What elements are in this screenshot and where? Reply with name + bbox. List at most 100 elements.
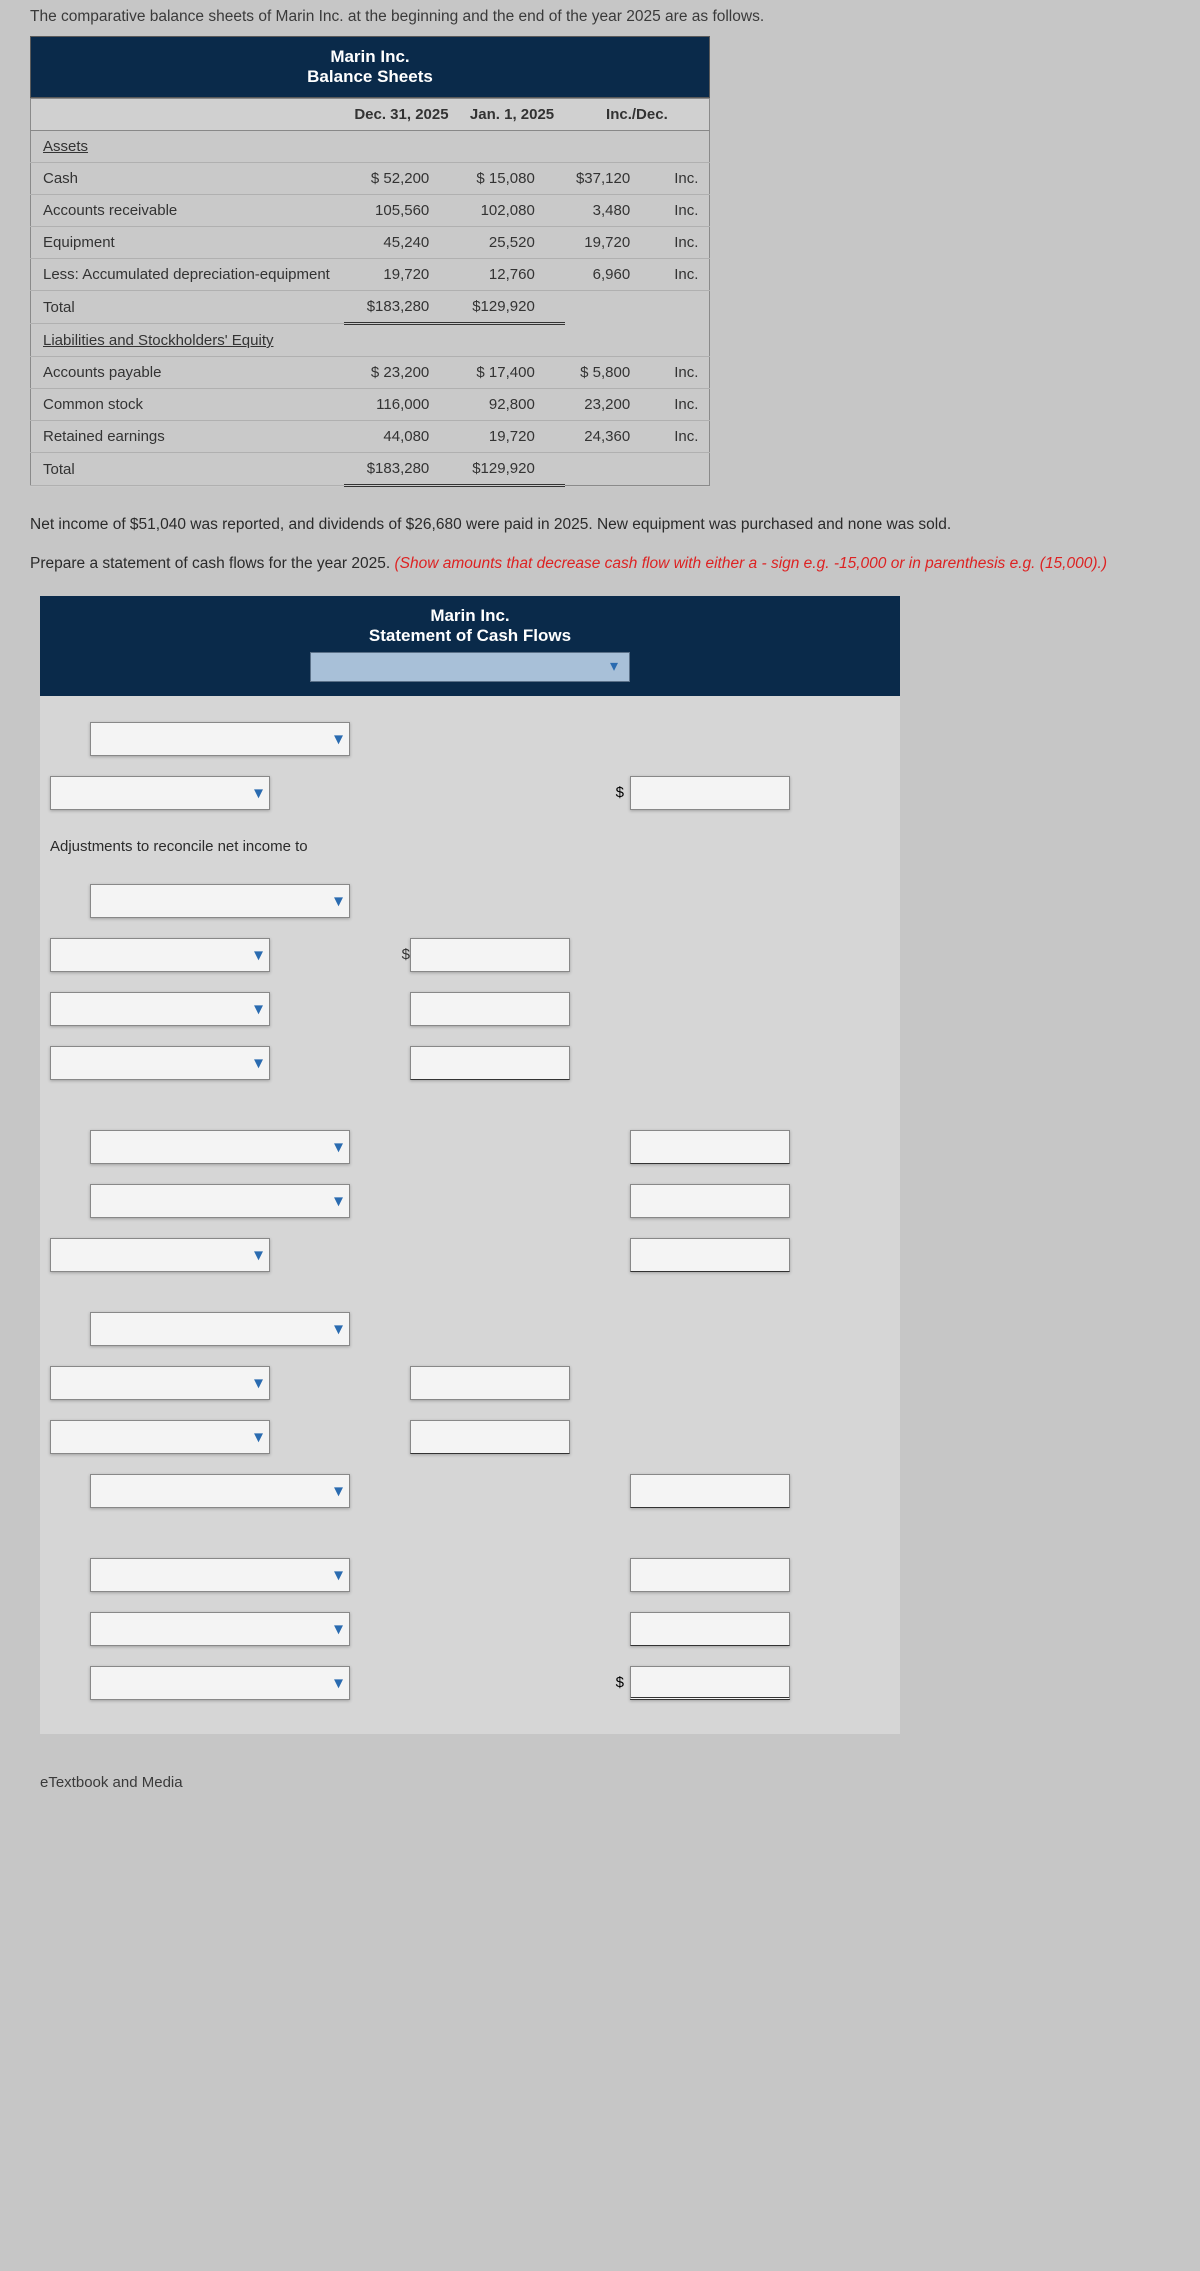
line-select[interactable]: ▾ <box>50 1366 270 1400</box>
cell-num: 6,960 <box>565 259 660 291</box>
cell-num: 19,720 <box>344 259 460 291</box>
section-select[interactable]: ▾ <box>90 722 350 756</box>
form-row: ▾ <box>50 1232 880 1278</box>
cell-ind: Inc. <box>660 195 709 227</box>
line-select[interactable]: ▾ <box>50 776 270 810</box>
cell-label: Cash <box>31 163 344 195</box>
table-row: Cash $ 52,200 $ 15,080 $37,120 Inc. <box>31 163 710 195</box>
cell-label: Common stock <box>31 389 344 421</box>
balance-sheet-subtitle: Balance Sheets <box>31 67 709 87</box>
amount-input[interactable] <box>410 992 570 1026</box>
form-row: Adjustments to reconcile net income to <box>50 824 880 870</box>
line-select[interactable]: ▾ <box>90 1612 350 1646</box>
dollar-sign: $ <box>590 1674 630 1691</box>
cell-num: 45,240 <box>344 227 460 259</box>
cell-num: $ 17,400 <box>459 357 565 389</box>
cell-label: Equipment <box>31 227 344 259</box>
instruction-red: (Show amounts that decrease cash flow wi… <box>394 555 1107 572</box>
line-select[interactable]: ▾ <box>90 1666 350 1700</box>
line-select[interactable]: ▾ <box>50 1420 270 1454</box>
balance-sheet-title: Marin Inc. Balance Sheets <box>30 36 710 98</box>
line-select[interactable]: ▾ <box>90 1184 350 1218</box>
etextbook-link[interactable]: eTextbook and Media <box>0 1734 1200 1811</box>
line-select[interactable]: ▾ <box>50 1238 270 1272</box>
cell-label: Total <box>31 453 344 486</box>
line-select[interactable]: ▾ <box>50 938 270 972</box>
scf-title: Marin Inc. Statement of Cash Flows <box>40 596 900 646</box>
cell-num: 116,000 <box>344 389 460 421</box>
amount-input[interactable] <box>630 1238 790 1272</box>
cell-num: $ 15,080 <box>459 163 565 195</box>
chevron-down-icon: ▾ <box>605 658 623 676</box>
table-row: Retained earnings 44,080 19,720 24,360 I… <box>31 421 710 453</box>
cell-num: $ 23,200 <box>344 357 460 389</box>
cell-label: Retained earnings <box>31 421 344 453</box>
instruction-lead: Prepare a statement of cash flows for th… <box>30 555 394 572</box>
chevron-down-icon: ▾ <box>254 782 263 803</box>
cash-flow-form: Marin Inc. Statement of Cash Flows ▾ ▾ ▾ <box>40 596 900 1734</box>
form-row: ▾ <box>50 1552 880 1598</box>
amount-input[interactable] <box>630 1558 790 1592</box>
form-row: ▾ <box>50 986 880 1032</box>
chevron-down-icon: ▾ <box>334 728 343 749</box>
cell-num <box>565 291 660 324</box>
line-select[interactable]: ▾ <box>90 1474 350 1508</box>
amount-input[interactable] <box>410 1366 570 1400</box>
line-select[interactable]: ▾ <box>90 1558 350 1592</box>
amount-input[interactable] <box>630 1184 790 1218</box>
form-row: ▾ $ <box>50 932 880 978</box>
amount-input[interactable] <box>630 1130 790 1164</box>
cell-num: $ 52,200 <box>344 163 460 195</box>
chevron-down-icon: ▾ <box>334 1564 343 1585</box>
cell-ind: Inc. <box>660 421 709 453</box>
cell-num: 19,720 <box>565 227 660 259</box>
cell-num: 23,200 <box>565 389 660 421</box>
cell-num: 24,360 <box>565 421 660 453</box>
amount-input[interactable] <box>630 1612 790 1646</box>
period-select[interactable]: ▾ <box>310 652 630 682</box>
col-blank <box>31 99 344 131</box>
amount-input[interactable] <box>410 1420 570 1454</box>
line-select[interactable]: ▾ <box>90 884 350 918</box>
col-jan: Jan. 1, 2025 <box>459 99 565 131</box>
chevron-down-icon: ▾ <box>334 1672 343 1693</box>
form-row: ▾ $ <box>50 770 880 816</box>
form-row: ▾ <box>50 1178 880 1224</box>
amount-input[interactable] <box>630 1474 790 1508</box>
section-liab: Liabilities and Stockholders' Equity <box>31 324 710 357</box>
cell-num: 44,080 <box>344 421 460 453</box>
cell-num: $37,120 <box>565 163 660 195</box>
balance-sheet-region: Marin Inc. Balance Sheets Dec. 31, 2025 … <box>30 36 710 487</box>
form-row: ▾ <box>50 1468 880 1514</box>
form-row: ▾ <box>50 1414 880 1460</box>
form-row: ▾ <box>50 1606 880 1652</box>
line-select[interactable]: ▾ <box>50 1046 270 1080</box>
paragraph: Net income of $51,040 was reported, and … <box>30 513 1170 536</box>
amount-input[interactable] <box>630 1666 790 1700</box>
form-row: ▾ <box>50 1040 880 1086</box>
chevron-down-icon: ▾ <box>254 944 263 965</box>
chevron-down-icon: ▾ <box>254 1372 263 1393</box>
line-select[interactable]: ▾ <box>50 992 270 1026</box>
company-name: Marin Inc. <box>31 47 709 67</box>
cell-num: $129,920 <box>459 453 565 486</box>
form-row: ▾ <box>50 716 880 762</box>
cell-num: 105,560 <box>344 195 460 227</box>
dollar-sign: $ <box>350 946 410 963</box>
cell-num: $183,280 <box>344 453 460 486</box>
cell-ind <box>660 291 709 324</box>
scf-subtitle: Statement of Cash Flows <box>40 626 900 646</box>
dollar-sign: $ <box>590 784 630 801</box>
table-row: Common stock 116,000 92,800 23,200 Inc. <box>31 389 710 421</box>
instruction-line: Prepare a statement of cash flows for th… <box>30 552 1170 575</box>
amount-input[interactable] <box>410 938 570 972</box>
amount-input[interactable] <box>630 776 790 810</box>
section-select[interactable]: ▾ <box>90 1312 350 1346</box>
adjustments-label: Adjustments to reconcile net income to <box>50 836 308 857</box>
line-select[interactable]: ▾ <box>90 1130 350 1164</box>
amount-input[interactable] <box>410 1046 570 1080</box>
cell-label: Accounts payable <box>31 357 344 389</box>
cell-ind <box>660 453 709 486</box>
chevron-down-icon: ▾ <box>334 890 343 911</box>
cell-num: $183,280 <box>344 291 460 324</box>
